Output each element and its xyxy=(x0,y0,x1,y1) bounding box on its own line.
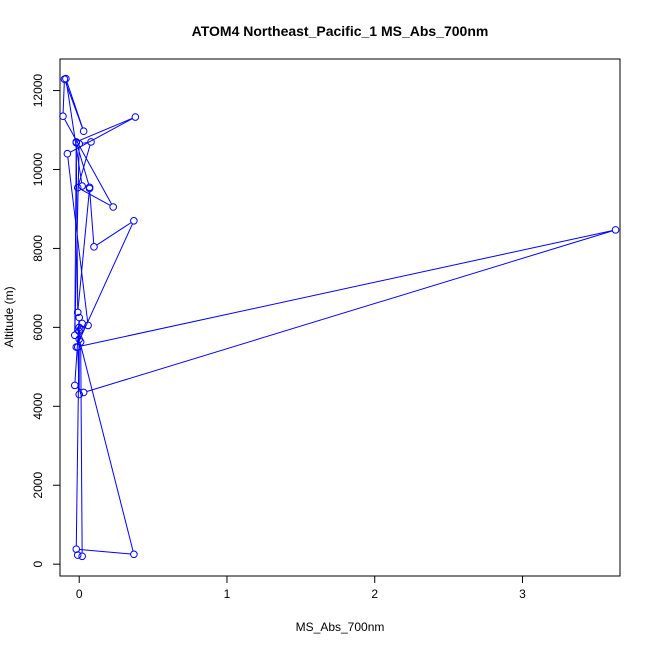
data-point xyxy=(75,327,84,336)
data-point xyxy=(72,545,81,553)
y-tick-label: 2000 xyxy=(31,472,45,499)
series-segment xyxy=(67,156,89,323)
data-point xyxy=(85,184,94,193)
chart-title: ATOM4 Northeast_Pacific_1 MS_Abs_700nm xyxy=(192,23,489,39)
plot-area-frame xyxy=(59,58,621,577)
y-axis: 0 2000 4000 6000 8000 10000 12000 xyxy=(31,74,60,568)
series-segment xyxy=(96,222,132,246)
data-point xyxy=(72,138,81,147)
data-point xyxy=(87,138,95,146)
data-point xyxy=(79,388,88,397)
data-point xyxy=(109,203,117,211)
x-tick-label: 1 xyxy=(224,587,231,601)
data-point xyxy=(130,550,138,559)
series-segment xyxy=(82,141,88,144)
data-point xyxy=(75,335,84,344)
data-point xyxy=(611,226,620,234)
series-segment xyxy=(79,548,131,555)
series-segment xyxy=(74,145,77,332)
x-tick-label: 3 xyxy=(519,587,526,601)
data-point xyxy=(130,217,138,225)
y-axis-label: Altitude (m) xyxy=(2,286,16,347)
data-point xyxy=(131,113,140,121)
data-point xyxy=(78,182,86,190)
series-segment xyxy=(65,82,83,129)
data-point xyxy=(70,381,79,390)
x-tick-label: 0 xyxy=(76,587,83,601)
series-segment xyxy=(79,342,134,552)
data-point xyxy=(73,183,82,192)
data-point xyxy=(78,319,86,328)
series-line xyxy=(62,81,613,555)
y-tick-label: 4000 xyxy=(31,393,45,420)
data-point xyxy=(63,149,72,158)
data-point xyxy=(59,112,67,121)
series-segment xyxy=(64,118,113,205)
data-point xyxy=(79,127,88,136)
data-point xyxy=(78,552,86,561)
data-point xyxy=(73,343,82,351)
x-axis-label: MS_Abs_700nm xyxy=(296,620,385,634)
series-segment xyxy=(77,350,80,392)
data-point xyxy=(75,390,84,399)
x-tick-label: 2 xyxy=(371,587,378,601)
x-axis: 0 1 2 3 xyxy=(76,576,526,601)
y-tick-label: 8000 xyxy=(31,235,45,262)
series-segment xyxy=(75,145,79,310)
y-tick-label: 0 xyxy=(31,561,45,568)
series-segment xyxy=(79,230,613,347)
series-segment xyxy=(79,117,133,142)
series-segment xyxy=(62,82,65,113)
data-point xyxy=(90,243,98,251)
y-tick-label: 10000 xyxy=(31,152,45,186)
series-segment xyxy=(86,230,613,392)
series-segment xyxy=(80,188,111,206)
series-segment xyxy=(89,191,95,244)
data-point xyxy=(73,308,82,317)
data-point xyxy=(60,75,69,83)
series-segment xyxy=(80,345,83,553)
series-segment xyxy=(78,144,91,185)
series-segment xyxy=(77,191,90,310)
y-tick-label: 6000 xyxy=(31,314,45,341)
series-points xyxy=(59,74,620,561)
data-point xyxy=(70,331,79,340)
series-segment xyxy=(77,223,133,345)
data-point xyxy=(75,313,84,322)
y-tick-label: 12000 xyxy=(31,74,45,108)
